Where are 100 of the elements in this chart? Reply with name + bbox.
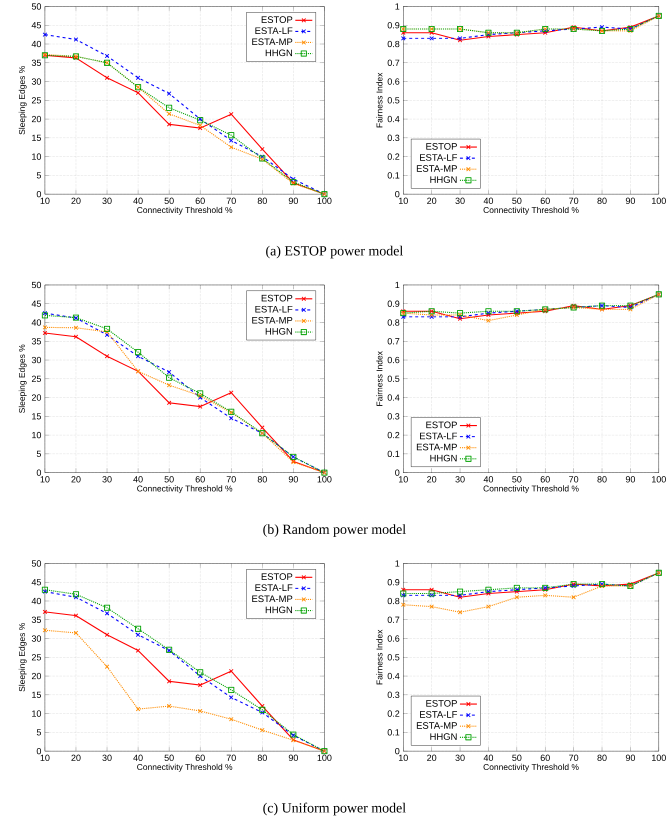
x-tick-label: 100	[318, 198, 332, 204]
point	[104, 632, 110, 638]
x-axis-title: Connectivity Threshold %	[137, 485, 232, 494]
point	[104, 76, 110, 80]
y-tick-label: 0.3	[388, 692, 400, 698]
point	[166, 91, 172, 96]
point	[166, 374, 172, 381]
point	[74, 630, 78, 636]
point	[42, 312, 48, 318]
text: (b) Random power model	[263, 524, 406, 537]
text: (a) ESTOP power model	[266, 246, 404, 258]
point	[401, 314, 406, 320]
y-tick-label: 0.6	[388, 635, 400, 642]
x-tick-label: 30	[456, 754, 465, 761]
x-tick-label: 20	[427, 754, 436, 761]
x-tick-label: 70	[226, 476, 236, 482]
legend-label: HHGN	[266, 49, 292, 56]
point	[74, 334, 78, 340]
point	[486, 586, 492, 593]
point	[166, 704, 172, 708]
point	[136, 706, 140, 712]
x-tick-label: 30	[102, 476, 112, 482]
point	[136, 90, 140, 96]
y-axis-title: Fairness Index	[376, 72, 383, 128]
y-tick-label: 0.8	[388, 40, 400, 48]
y-tick-label: 0	[395, 190, 400, 198]
point	[229, 716, 234, 722]
x-tick-label: 90	[288, 198, 298, 204]
x-tick-label: 100	[318, 476, 332, 482]
point	[229, 138, 234, 143]
y-tick-label: 0.5	[388, 376, 400, 382]
y-tick-label: 0.8	[388, 319, 400, 326]
x-tick-label: 80	[258, 198, 268, 204]
y-tick-label: 0.4	[388, 116, 400, 122]
point	[198, 126, 203, 130]
legend-label: ESTOP	[426, 700, 458, 707]
x-tick-label: 40	[133, 198, 143, 204]
point	[42, 586, 48, 593]
point	[104, 332, 110, 338]
point	[74, 37, 78, 42]
x-tick-label: 20	[72, 754, 81, 761]
x-tick-label: 100	[652, 476, 666, 482]
x-tick-label: 40	[484, 476, 494, 482]
point	[260, 704, 265, 708]
point	[401, 593, 406, 598]
y-tick-label: 25	[32, 654, 42, 660]
x-tick-label: 30	[102, 198, 112, 204]
y-tick-label: 15	[32, 692, 42, 698]
y-tick-label: 0.4	[388, 394, 400, 401]
x-tick-label: 80	[598, 198, 607, 204]
y-tick-label: 15	[32, 413, 42, 420]
x-tick-label: 50	[512, 754, 522, 761]
y-tick-label: 1	[396, 282, 400, 288]
y-tick-label: 0.7	[388, 60, 400, 66]
point	[486, 318, 491, 323]
y-axis-title: Fairness Index	[376, 630, 383, 684]
x-tick-label: 30	[102, 754, 112, 761]
x-axis-title: Connectivity Threshold %	[484, 764, 579, 772]
y-tick-label: 10	[32, 710, 42, 717]
point	[73, 591, 80, 598]
point	[401, 36, 406, 41]
y-tick-label: 0.2	[388, 710, 400, 717]
point	[458, 610, 462, 615]
y-tick-label: 1	[396, 560, 400, 567]
legend-label: ESTOP	[426, 143, 458, 150]
point	[259, 706, 266, 713]
x-axis-title: Connectivity Threshold %	[137, 764, 232, 772]
y-tick-label: 10	[32, 432, 42, 438]
y-tick-label: 20	[32, 672, 42, 680]
x-tick-label: 60	[196, 754, 205, 761]
legend-label: ESTA-MP	[416, 722, 458, 729]
y-tick-label: 5	[36, 172, 42, 178]
legend-label: ESTOP	[262, 573, 292, 580]
y-tick-label: 20	[32, 116, 42, 122]
y-tick-label: 40	[32, 598, 42, 604]
x-tick-label: 70	[226, 198, 236, 204]
x-tick-label: 50	[164, 476, 174, 482]
point	[104, 54, 110, 58]
x-tick-label: 70	[569, 198, 578, 204]
y-tick-label: 0.3	[388, 413, 400, 420]
y-tick-label: 0	[395, 469, 400, 476]
y-tick-label: 0.2	[388, 432, 400, 438]
x-tick-label: 60	[196, 476, 205, 482]
y-tick-label: 0.5	[388, 97, 400, 104]
x-tick-label: 20	[427, 198, 436, 204]
y-tick-label: 30	[32, 78, 42, 85]
y-tick-label: 50	[32, 282, 42, 288]
point	[135, 349, 142, 356]
y-tick-label: 0.7	[388, 338, 400, 344]
x-tick-label: 60	[540, 198, 550, 204]
y-tick-label: 0.9	[388, 579, 400, 586]
y-tick-label: 5	[36, 450, 42, 457]
y-tick-label: 0.9	[388, 300, 400, 307]
y-tick-label: 0.4	[388, 672, 400, 680]
x-tick-label: 50	[512, 476, 522, 482]
y-tick-label: 25	[32, 376, 42, 382]
x-tick-label: 30	[456, 198, 465, 204]
point	[198, 674, 203, 678]
y-tick-label: 20	[32, 394, 42, 401]
legend-label: HHGN	[430, 176, 457, 183]
